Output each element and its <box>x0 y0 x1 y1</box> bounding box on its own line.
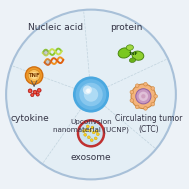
Circle shape <box>87 136 90 139</box>
Circle shape <box>151 87 155 90</box>
Circle shape <box>141 94 146 98</box>
Text: TNF: TNF <box>129 52 138 56</box>
Circle shape <box>31 93 34 97</box>
Text: exosome: exosome <box>71 153 111 162</box>
Circle shape <box>95 130 98 133</box>
Text: cytokine: cytokine <box>10 114 49 123</box>
Circle shape <box>34 91 36 93</box>
Circle shape <box>37 88 41 92</box>
Circle shape <box>89 129 91 132</box>
Ellipse shape <box>118 48 131 58</box>
Circle shape <box>73 76 109 113</box>
Text: Upconvsion
nanomaterial (UCNP): Upconvsion nanomaterial (UCNP) <box>53 119 129 133</box>
Text: Circulating tumor
(CTC): Circulating tumor (CTC) <box>115 114 182 134</box>
Circle shape <box>135 84 139 88</box>
Circle shape <box>144 107 147 110</box>
Circle shape <box>131 84 156 109</box>
Circle shape <box>136 89 151 104</box>
Circle shape <box>84 129 87 132</box>
Circle shape <box>130 90 134 94</box>
Circle shape <box>26 67 43 84</box>
Ellipse shape <box>126 45 133 50</box>
Circle shape <box>36 93 39 96</box>
Circle shape <box>92 131 95 134</box>
Circle shape <box>28 89 32 93</box>
Circle shape <box>83 85 92 94</box>
Ellipse shape <box>132 51 144 60</box>
Ellipse shape <box>129 58 136 63</box>
Circle shape <box>154 94 157 98</box>
Circle shape <box>144 82 147 86</box>
Circle shape <box>94 137 97 140</box>
Circle shape <box>78 120 104 146</box>
Text: protein: protein <box>110 23 142 32</box>
Circle shape <box>84 87 98 102</box>
Circle shape <box>6 10 176 179</box>
Text: Nucleic acid: Nucleic acid <box>28 23 83 32</box>
Circle shape <box>29 90 31 92</box>
Circle shape <box>86 125 89 128</box>
Circle shape <box>91 126 94 129</box>
Circle shape <box>139 92 148 101</box>
Text: TNF: TNF <box>28 73 40 78</box>
Circle shape <box>33 90 37 94</box>
Circle shape <box>30 72 38 79</box>
Circle shape <box>135 105 139 109</box>
Circle shape <box>82 130 85 133</box>
Circle shape <box>96 133 99 136</box>
Circle shape <box>130 99 134 102</box>
Circle shape <box>37 94 39 95</box>
Circle shape <box>79 83 103 106</box>
Circle shape <box>90 139 93 142</box>
Circle shape <box>28 70 40 81</box>
Circle shape <box>38 89 40 91</box>
Circle shape <box>151 102 155 106</box>
Circle shape <box>86 89 91 93</box>
Circle shape <box>76 79 106 110</box>
Circle shape <box>84 133 87 136</box>
Circle shape <box>32 94 33 96</box>
